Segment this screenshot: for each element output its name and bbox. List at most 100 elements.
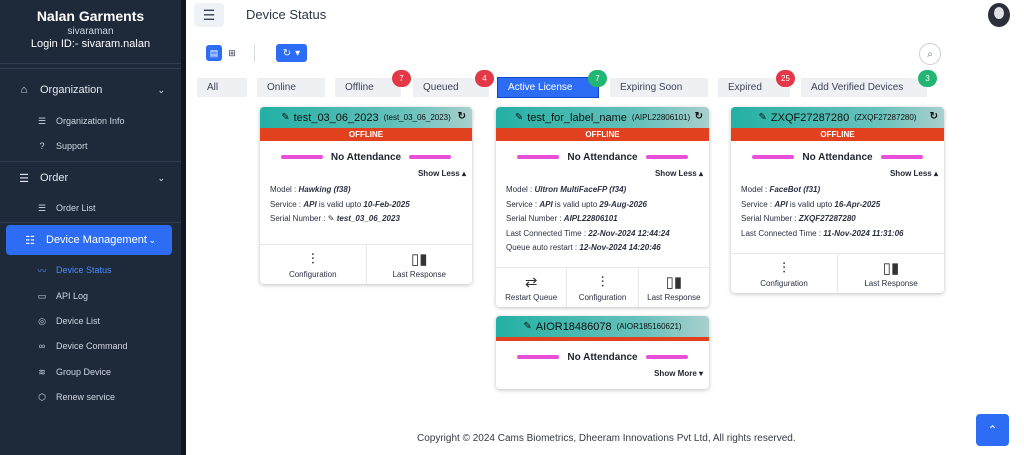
nav-order-list-label: Order List <box>56 203 96 213</box>
model-label: Model : <box>506 185 535 194</box>
layers-icon: ≋ <box>38 366 46 377</box>
nav-order[interactable]: ☰ Order ⌄ <box>0 163 181 193</box>
edit-icon[interactable]: ✎ <box>327 214 337 223</box>
last-response-button[interactable]: ▯▮ Last Response <box>367 245 473 284</box>
refresh-icon[interactable]: ↻ <box>929 111 938 122</box>
serial-value: AIPL22806101 <box>563 214 618 223</box>
service-row: Service : API is valid upto 16-Apr-2025 <box>741 198 944 213</box>
last-response-button[interactable]: ▯▮ Last Response <box>639 268 709 307</box>
status-indicator <box>496 337 709 341</box>
restart-queue-button[interactable]: ⇄ Restart Queue <box>496 268 568 307</box>
refresh-icon[interactable]: ↻ <box>694 111 703 122</box>
service-date: 16-Apr-2025 <box>834 199 881 209</box>
serial-label: Serial Number : <box>741 214 799 223</box>
nav-support-label: Support <box>56 141 88 151</box>
service-api: API <box>774 199 788 209</box>
refresh-icon[interactable]: ↻ <box>457 111 466 122</box>
user-avatar-icon[interactable] <box>988 3 1010 27</box>
tab-expired[interactable]: Expired <box>718 78 790 97</box>
device-card-header: ✎ test_for_label_name (AIPL22806101) ↻ <box>496 107 709 128</box>
page-title: Device Status <box>246 7 327 22</box>
attendance-indicator <box>409 155 452 159</box>
tab-all[interactable]: All <box>197 78 247 97</box>
nav-organization-info-label: Organization Info <box>56 116 125 126</box>
nav-device-management[interactable]: ☷ Device Management ⌄ <box>6 225 172 255</box>
service-date: 10-Feb-2025 <box>363 199 410 209</box>
serial-value: ZXQF27287280 <box>798 214 856 223</box>
tab-queued[interactable]: Queued <box>413 78 489 97</box>
tab-expiring-soon[interactable]: Expiring Soon <box>610 78 708 97</box>
show-less-link[interactable]: Show Less ▴ <box>654 169 703 178</box>
edit-icon[interactable]: ✎ <box>514 112 524 123</box>
home-icon: ⌂ <box>20 84 28 96</box>
sidebar-edge <box>181 0 186 455</box>
last-connected-label: Last Connected Time : <box>741 228 824 238</box>
monitor-icon: ▭ <box>37 290 47 301</box>
device-info: Model : Ultron MultiFaceFP (f34) Service… <box>496 183 709 256</box>
nav-renew-service-label: Renew service <box>56 392 116 402</box>
tab-offline-label: Offline <box>345 82 374 93</box>
status-badge: OFFLINE <box>731 128 944 141</box>
nav-order-list[interactable]: ☰ Order List <box>0 197 181 219</box>
edit-icon[interactable]: ✎ <box>758 112 767 123</box>
configuration-button[interactable]: ⫶ Configuration <box>260 245 367 284</box>
service-row: Service : API is valid upto 29-Aug-2026 <box>506 198 709 213</box>
nav-device-status[interactable]: 〰 Device Status <box>0 259 181 281</box>
scroll-to-top-button[interactable]: ⌃ <box>976 414 1009 446</box>
box-icon: ⬡ <box>38 391 46 402</box>
status-badge: OFFLINE <box>260 128 472 141</box>
refresh-dropdown-button[interactable]: ↻ ▾ <box>276 44 307 62</box>
serial-label: Serial Number : <box>506 214 564 223</box>
service-label: Service : <box>741 199 775 209</box>
edit-icon[interactable]: ✎ <box>281 112 290 123</box>
tab-add-verified-devices[interactable]: Add Verified Devices <box>801 78 927 97</box>
model-row: Model : Ultron MultiFaceFP (f34) <box>506 183 709 198</box>
service-label: Service : <box>270 199 304 209</box>
nav-organization-info[interactable]: ☰ Organization Info <box>0 110 181 132</box>
service-text: is valid upto <box>787 199 835 209</box>
device-name: ZXQF27287280 <box>770 111 850 124</box>
nav-renew-service[interactable]: ⬡ Renew service <box>0 386 181 408</box>
double-chevron-up-icon: ⌃ <box>987 423 998 437</box>
nav-organization[interactable]: ⌂ Organization ⌄ <box>0 75 181 105</box>
serial-row: Serial Number : ZXQF27287280 <box>741 212 944 227</box>
attendance-status: No Attendance <box>496 345 709 369</box>
serial-row: Serial Number : ✎ test_03_06_2023 <box>270 212 472 227</box>
nav-device-status-label: Device Status <box>56 265 112 275</box>
show-less-link[interactable]: Show Less ▴ <box>417 169 466 178</box>
card-actions: ⫶ Configuration ▯▮ Last Response <box>260 244 472 284</box>
model-label: Model : <box>270 185 299 194</box>
device-card: ✎ ZXQF27287280 (ZXQF27287280) ↻ OFFLINE … <box>731 107 944 293</box>
tab-offline[interactable]: Offline <box>335 78 401 97</box>
show-less-link[interactable]: Show Less ▴ <box>889 169 938 178</box>
nav-device-command[interactable]: ∞ Device Command <box>0 335 181 357</box>
queue-restart-row: Queue auto restart : 12-Nov-2024 14:20:4… <box>506 241 709 256</box>
nav-group-device[interactable]: ≋ Group Device <box>0 361 181 383</box>
show-more-link[interactable]: Show More ▾ <box>654 369 703 378</box>
list-view-button[interactable]: ▤ <box>206 45 222 61</box>
service-api: API <box>303 199 317 209</box>
tab-active-license[interactable]: Active License <box>497 77 599 98</box>
tab-online[interactable]: Online <box>257 78 325 97</box>
sidebar-divider <box>0 68 181 69</box>
configuration-button[interactable]: ⫶ Configuration <box>567 268 639 307</box>
attendance-indicator <box>752 155 795 159</box>
attendance-indicator <box>880 155 923 159</box>
configuration-button[interactable]: ⫶ Configuration <box>731 254 838 293</box>
login-id: Login ID:- sivaram.nalan <box>30 38 151 50</box>
attendance-indicator <box>517 355 560 359</box>
nav-api-log[interactable]: ▭ API Log <box>0 285 181 307</box>
activity-icon: 〰 <box>37 265 47 276</box>
grid-view-button[interactable]: ⊞ <box>224 45 240 61</box>
sliders-icon: ⫶ <box>600 274 605 291</box>
search-button[interactable]: ⌕ <box>919 43 941 65</box>
nav-device-list[interactable]: ◎ Device List <box>0 310 181 332</box>
last-connected-row: Last Connected Time : 22-Nov-2024 12:44:… <box>506 227 709 242</box>
device-info: Model : FaceBot (f31) Service : API is v… <box>731 183 944 241</box>
toolbar-divider <box>254 44 255 62</box>
service-label: Service : <box>506 199 540 209</box>
last-response-button[interactable]: ▯▮ Last Response <box>838 254 944 293</box>
edit-icon[interactable]: ✎ <box>523 321 532 332</box>
nav-support[interactable]: ? Support <box>0 135 181 157</box>
menu-toggle-button[interactable]: ☰ <box>194 3 224 27</box>
